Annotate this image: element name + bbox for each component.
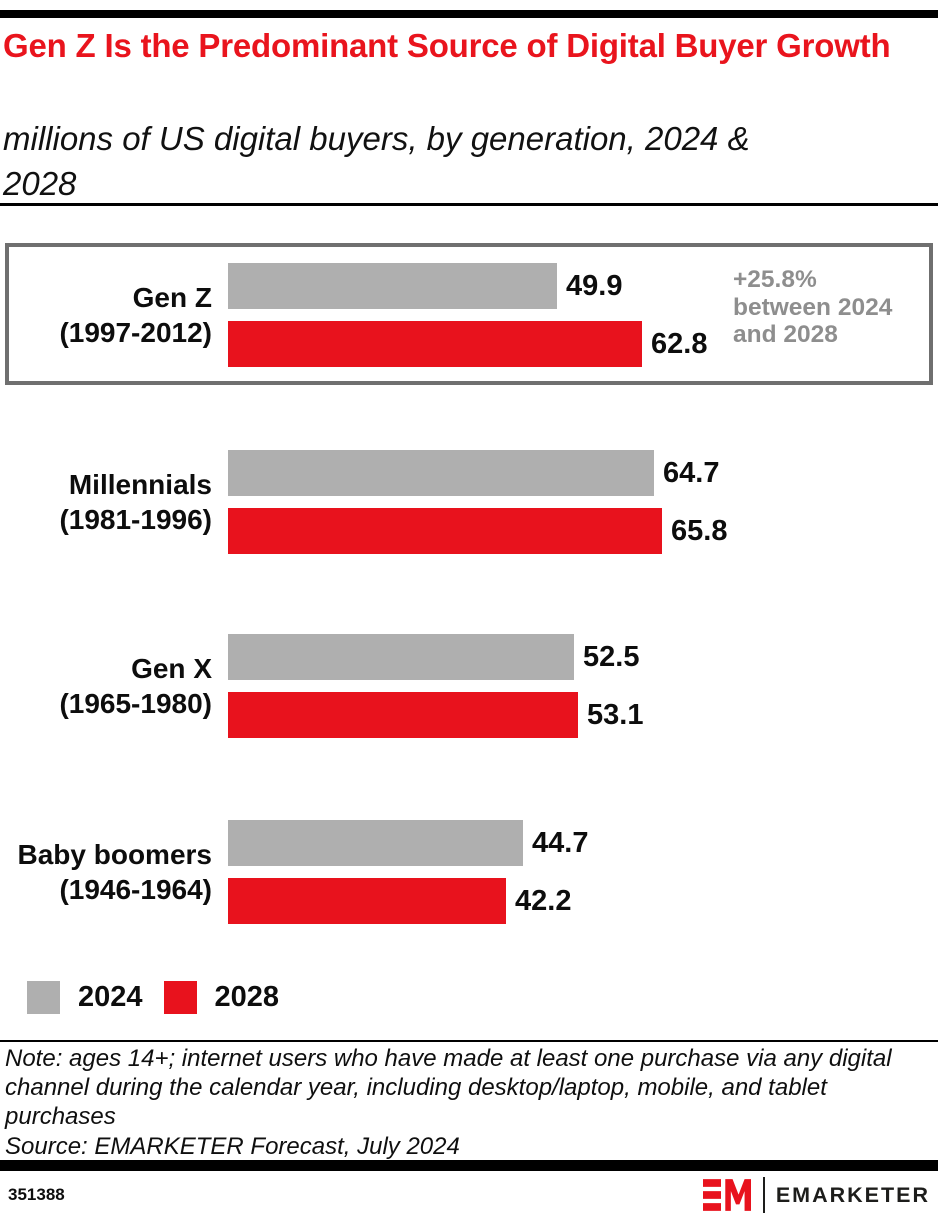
category-name: Gen X xyxy=(131,653,212,684)
chart-title: Gen Z Is the Predominant Source of Digit… xyxy=(3,27,891,64)
bar-2028-gen-z xyxy=(228,321,642,367)
bar-group-gen-z: Gen Z (1997-2012) 49.9 62.8 xyxy=(0,263,938,367)
bar-row-2028: 65.8 xyxy=(228,508,727,554)
brand-wordmark: EMARKETER xyxy=(775,1182,930,1207)
footer-divider-line xyxy=(0,1040,938,1042)
bars-baby-boomers: 44.7 42.2 xyxy=(228,820,588,924)
bottom-black-bar xyxy=(0,1160,938,1171)
logo-divider xyxy=(762,1177,765,1213)
bar-group-millennials: Millennials (1981-1996) 64.7 65.8 xyxy=(0,450,938,554)
bar-2028-millennials xyxy=(228,508,662,554)
bars-gen-x: 52.5 53.1 xyxy=(228,634,643,738)
top-black-bar xyxy=(0,10,938,18)
bar-2024-baby-boomers xyxy=(228,820,523,866)
note-text: Note: ages 14+; internet users who have … xyxy=(5,1045,892,1131)
annotation-line-3: and 2028 xyxy=(733,321,838,348)
bar-row-2024: 44.7 xyxy=(228,820,588,866)
value-label-2024: 52.5 xyxy=(583,640,640,673)
category-label-millennials: Millennials (1981-1996) xyxy=(0,450,212,554)
category-label-gen-x: Gen X (1965-1980) xyxy=(0,634,212,738)
category-name: Baby boomers xyxy=(17,839,213,870)
header-divider-line xyxy=(0,203,938,206)
footer: 351388 EMARKETER xyxy=(8,1176,930,1214)
bar-group-gen-x: Gen X (1965-1980) 52.5 53.1 xyxy=(0,634,938,738)
bar-2024-gen-z xyxy=(228,263,557,309)
source-text: Source: EMARKETER Forecast, July 2024 xyxy=(5,1132,460,1160)
chart-subtitle: millions of US digital buyers, by genera… xyxy=(3,120,750,202)
bar-row-2028: 42.2 xyxy=(228,878,588,924)
category-label-gen-z: Gen Z (1997-2012) xyxy=(0,263,212,367)
bar-2028-baby-boomers xyxy=(228,878,506,924)
legend-label-2028: 2028 xyxy=(214,981,280,1013)
value-label-2028: 42.2 xyxy=(515,884,572,917)
value-label-2028: 62.8 xyxy=(651,327,708,360)
genz-highlight-box xyxy=(5,243,933,385)
bar-row-2028: 53.1 xyxy=(228,692,643,738)
category-years: (1965-1980) xyxy=(59,688,212,719)
value-label-2024: 49.9 xyxy=(566,269,623,302)
bar-2024-millennials xyxy=(228,450,654,496)
chart-id: 351388 xyxy=(8,1185,65,1204)
bars-millennials: 64.7 65.8 xyxy=(228,450,727,554)
legend: 2024 2028 xyxy=(27,981,279,1014)
value-label-2024: 64.7 xyxy=(663,456,720,489)
bar-2028-gen-x xyxy=(228,692,578,738)
category-years: (1981-1996) xyxy=(59,504,212,535)
bar-row-2024: 64.7 xyxy=(228,450,727,496)
bar-row-2028: 62.8 xyxy=(228,321,707,367)
category-label-baby-boomers: Baby boomers (1946-1964) xyxy=(0,820,213,924)
bar-2024-gen-x xyxy=(228,634,574,680)
bars-gen-z: 49.9 62.8 xyxy=(228,263,707,367)
category-years: (1997-2012) xyxy=(59,317,212,348)
growth-annotation: +25.8% between 2024 and 2028 xyxy=(733,266,929,349)
em-mark-icon xyxy=(702,1179,751,1211)
category-name: Gen Z xyxy=(132,282,212,313)
annotation-line-1: +25.8% xyxy=(733,266,817,293)
bar-row-2024: 49.9 xyxy=(228,263,707,309)
value-label-2028: 53.1 xyxy=(587,698,644,731)
notes-block: Note: ages 14+; internet users who have … xyxy=(5,1044,917,1161)
bar-row-2024: 52.5 xyxy=(228,634,643,680)
value-label-2024: 44.7 xyxy=(532,826,589,859)
legend-label-2024: 2024 xyxy=(78,981,143,1013)
legend-swatch-2028 xyxy=(163,981,197,1014)
annotation-line-2: between 2024 xyxy=(733,293,893,321)
legend-swatch-2024 xyxy=(27,981,60,1014)
category-years: (1946-1964) xyxy=(59,874,212,905)
category-name: Millennials xyxy=(68,469,212,500)
value-label-2028: 65.8 xyxy=(671,514,728,547)
emarketer-logo: EMARKETER xyxy=(702,1176,930,1214)
bar-group-baby-boomers: Baby boomers (1946-1964) 44.7 42.2 xyxy=(0,820,938,924)
